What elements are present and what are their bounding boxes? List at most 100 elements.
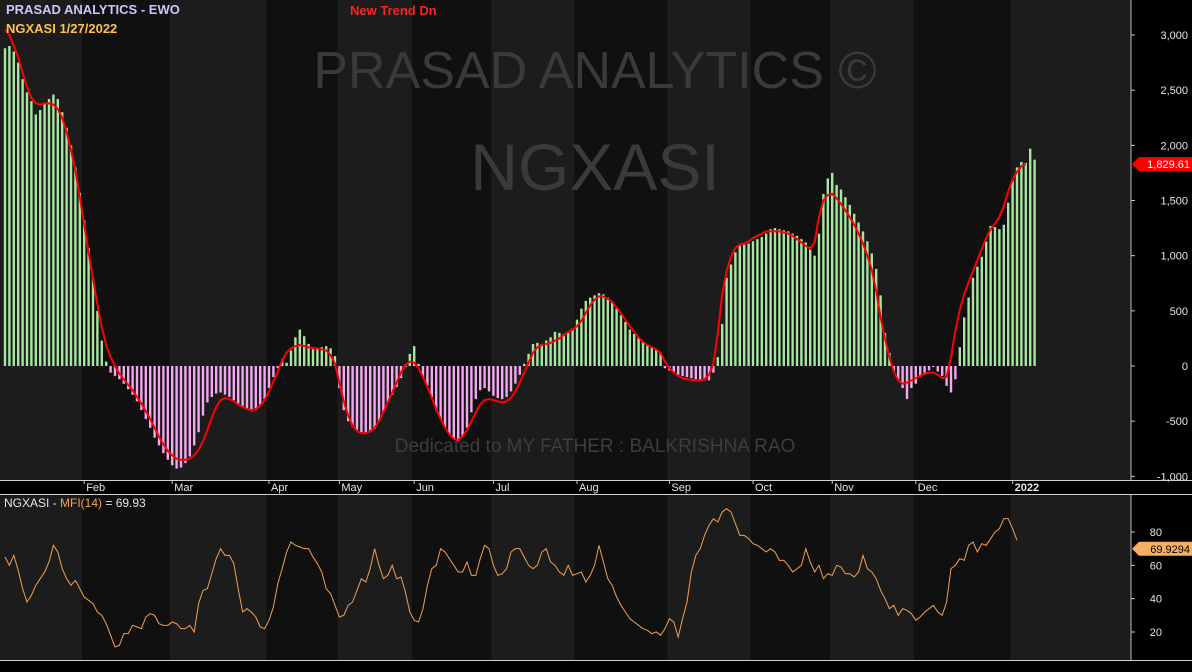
month-label: Jul bbox=[495, 482, 509, 494]
ewo-y-tick-label: 500 bbox=[1170, 306, 1188, 318]
ewo-bar bbox=[839, 189, 843, 366]
ewo-bar bbox=[624, 321, 627, 366]
ewo-bar bbox=[690, 366, 693, 379]
ewo-bar bbox=[628, 329, 631, 366]
ewo-bar bbox=[919, 366, 922, 378]
month-band bbox=[667, 0, 751, 480]
ewo-bar bbox=[602, 294, 605, 366]
ewo-y-tick-label: 2,000 bbox=[1160, 140, 1188, 152]
ewo-last-value-badge: 1,829.61 bbox=[1132, 157, 1192, 172]
ewo-bar bbox=[523, 363, 526, 366]
ewo-bar bbox=[17, 62, 20, 366]
ewo-bar bbox=[276, 366, 279, 369]
ewo-bar bbox=[294, 337, 297, 366]
mfi-label: NGXASI - MFI(14) = 69.93 bbox=[4, 496, 146, 510]
ewo-bar bbox=[206, 366, 209, 403]
month-label: Jun bbox=[416, 482, 434, 494]
ewo-bar bbox=[791, 233, 794, 366]
mfi-month-band bbox=[574, 494, 668, 660]
month-label: Sep bbox=[671, 482, 691, 494]
ewo-bar bbox=[769, 229, 772, 366]
ewo-bar bbox=[870, 253, 873, 366]
ewo-bar bbox=[496, 366, 499, 398]
ewo-bar bbox=[954, 366, 957, 380]
ewo-bar bbox=[395, 366, 398, 387]
ewo-bar bbox=[298, 329, 301, 366]
ewo-bar bbox=[1011, 180, 1014, 366]
ewo-bar bbox=[364, 366, 367, 434]
ewo-bar bbox=[113, 366, 117, 376]
ewo-bar bbox=[729, 264, 733, 366]
ewo-bar bbox=[3, 48, 7, 367]
ewo-bar bbox=[1007, 202, 1010, 366]
ewo-bar bbox=[809, 246, 812, 366]
ewo-bar bbox=[69, 145, 73, 366]
ewo-bar bbox=[866, 241, 869, 366]
ewo-bar bbox=[663, 366, 667, 369]
ewo-bar bbox=[844, 197, 847, 366]
ewo-bar bbox=[245, 366, 249, 410]
mfi-month-band bbox=[750, 494, 830, 660]
ewo-bar bbox=[426, 366, 429, 386]
ewo-last-value-marker bbox=[1132, 157, 1192, 172]
ewo-bar bbox=[109, 366, 112, 373]
ewo-bar bbox=[201, 366, 205, 416]
ewo-bar bbox=[848, 204, 851, 366]
ewo-bar bbox=[505, 366, 508, 397]
ewo-bar bbox=[355, 366, 359, 430]
ewo-bar bbox=[223, 366, 227, 395]
ewo-bar bbox=[659, 352, 662, 366]
month-label: Oct bbox=[755, 482, 772, 494]
ewo-bar bbox=[149, 366, 152, 428]
ewo-bar bbox=[91, 277, 95, 366]
ewo-bar bbox=[30, 101, 33, 366]
month-band bbox=[1010, 0, 1131, 480]
watermark-dedication: Dedicated to MY FATHER : BALKRISHNA RAO bbox=[395, 436, 796, 457]
mfi-month-band bbox=[82, 494, 170, 660]
mfi-month-band bbox=[170, 494, 267, 660]
ewo-bar bbox=[465, 366, 469, 428]
ewo-bar bbox=[923, 366, 926, 375]
ewo-bar bbox=[549, 337, 552, 366]
ewo-bar bbox=[861, 231, 865, 366]
ewo-bar bbox=[813, 255, 816, 366]
ewo-bar bbox=[914, 366, 917, 384]
ewo-bar bbox=[391, 366, 394, 395]
ewo-bar bbox=[633, 334, 636, 366]
watermark-brand: PRASAD ANALYTICS © bbox=[313, 42, 876, 100]
ewo-bar bbox=[52, 94, 55, 366]
ewo-bar bbox=[457, 366, 460, 442]
ewo-bar bbox=[646, 345, 649, 366]
ewo-bar bbox=[641, 341, 645, 366]
mfi-y-axis: 80 60 40 20 bbox=[1131, 527, 1162, 639]
ewo-bar bbox=[927, 366, 931, 371]
ewo-bar bbox=[435, 366, 438, 411]
ewo-bar bbox=[853, 213, 856, 366]
ewo-bar bbox=[1033, 159, 1036, 366]
ewo-bar bbox=[672, 366, 675, 373]
ewo-bar bbox=[311, 347, 315, 366]
ewo-y-tick-label: 2,500 bbox=[1160, 85, 1188, 97]
ewo-bar bbox=[967, 297, 970, 366]
ewo-bar bbox=[738, 245, 741, 366]
ewo-bar bbox=[963, 317, 966, 366]
ewo-bar bbox=[179, 366, 183, 468]
ewo-bar bbox=[910, 366, 913, 389]
ewo-bar bbox=[316, 348, 319, 366]
ewo-bar bbox=[144, 366, 147, 419]
ewo-bar bbox=[976, 266, 979, 366]
month-band bbox=[412, 0, 492, 480]
month-label: May bbox=[341, 482, 362, 494]
ewo-bar bbox=[932, 366, 935, 368]
mfi-label-symbol: NGXASI - bbox=[4, 496, 60, 510]
ewo-bar bbox=[619, 315, 623, 366]
month-label: 2022 bbox=[1015, 482, 1039, 494]
ewo-bar bbox=[936, 366, 939, 372]
ewo-bar bbox=[430, 366, 433, 397]
ewo-bar bbox=[408, 353, 411, 366]
ewo-bar bbox=[487, 366, 491, 392]
ewo-bar bbox=[743, 244, 746, 366]
mfi-month-band bbox=[830, 494, 914, 660]
ewo-bar bbox=[681, 366, 684, 376]
